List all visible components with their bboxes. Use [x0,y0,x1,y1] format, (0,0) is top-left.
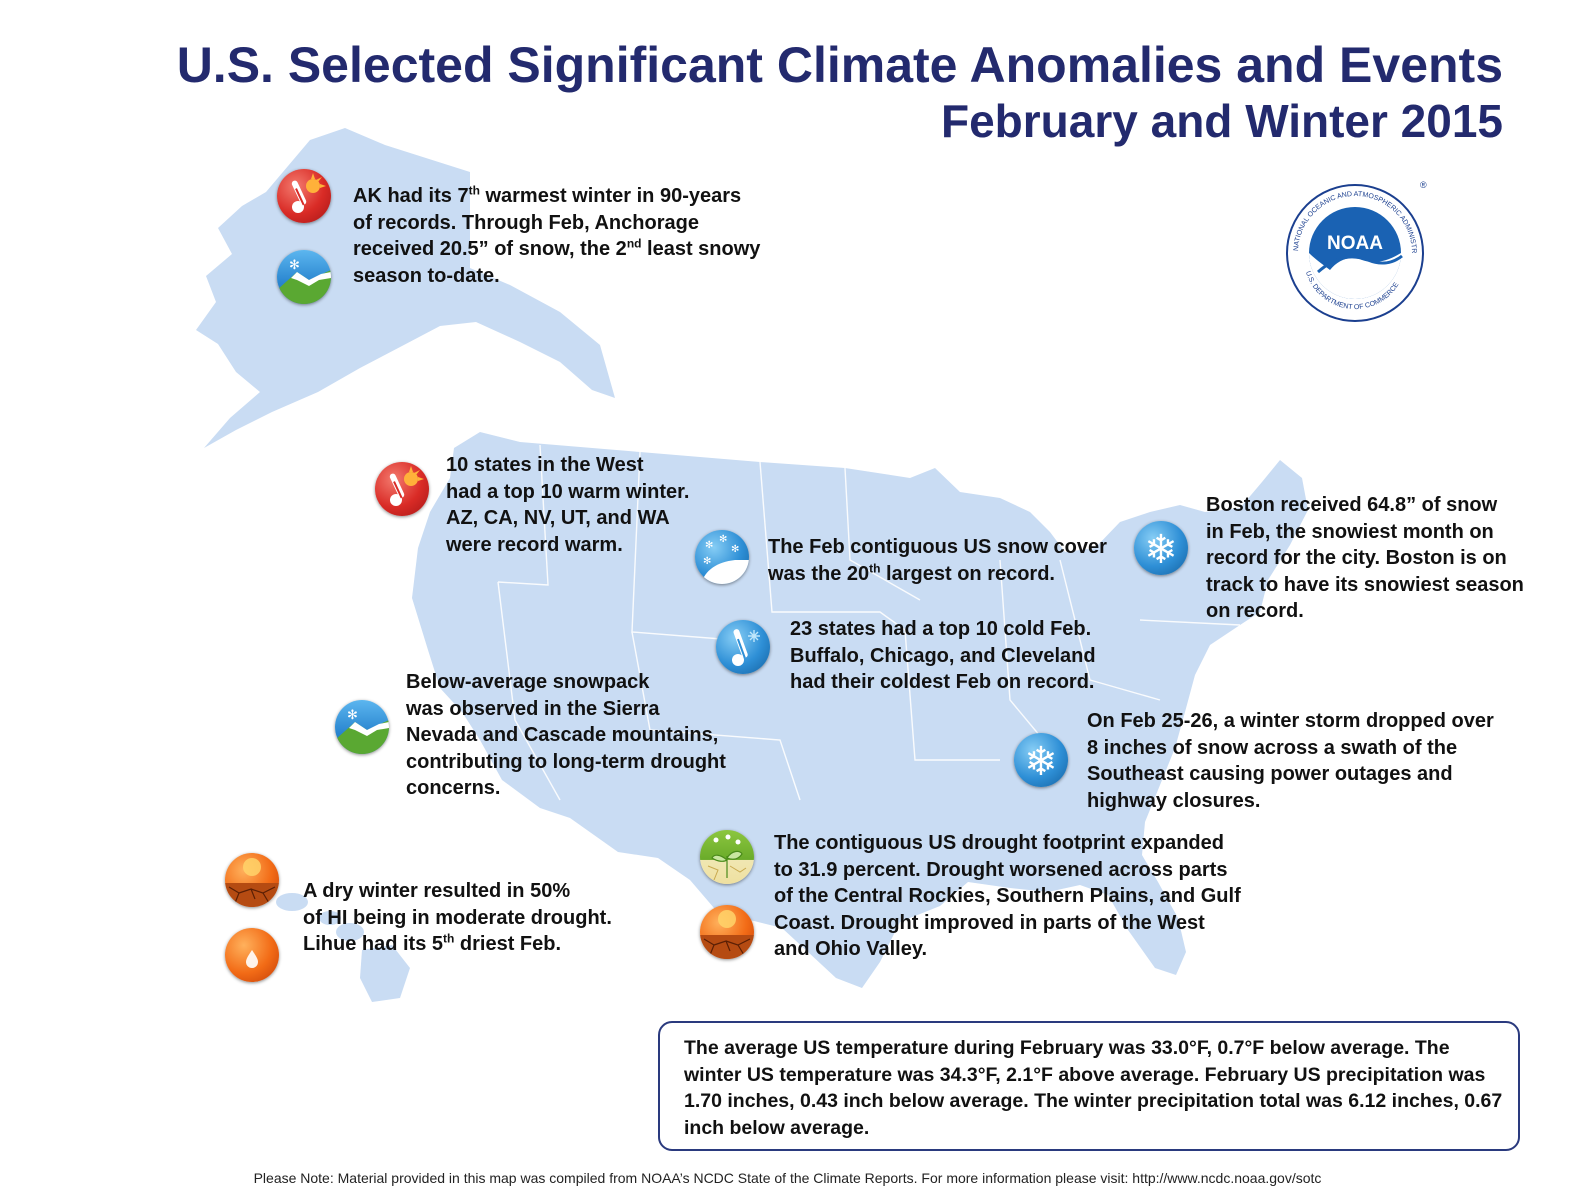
summary-box: The average US temperature during Februa… [658,1021,1520,1151]
note-snowpack: Below-average snowpack was observed in th… [406,671,726,799]
snowpack-icon: ✻ [277,250,331,304]
logo-registered-mark: ® [1420,180,1427,190]
note-snow-cover: The Feb contiguous US snow cover was the … [768,536,1107,585]
snowflake-icon: ❄ [1134,521,1188,575]
noaa-wordmark: NOAA [1327,233,1383,254]
drought-icon [225,853,279,907]
snowpack-icon: ✻ [335,700,389,754]
note-boston: Boston received 64.8” of snow in Feb, the… [1206,494,1524,622]
snowflake-icon: ❄ [1014,733,1068,787]
drought-icon [700,905,754,959]
svg-text:✻: ✻ [719,534,727,545]
thermometer-hot-icon [375,462,429,516]
note-drought: The contiguous US drought footprint expa… [774,832,1241,960]
svg-text:❄: ❄ [1144,527,1178,573]
svg-text:✻: ✻ [731,544,739,555]
note-west-warm: 10 states in the West had a top 10 warm w… [446,454,690,556]
svg-text:✻: ✻ [347,708,358,723]
note-cold-feb: 23 states had a top 10 cold Feb. Buffalo,… [790,618,1096,693]
title-line-2: February and Winter 2015 [941,95,1503,147]
svg-text:✻: ✻ [703,556,711,567]
noaa-logo: NOAA NATIONAL OCEANIC AND ATMOSPHERIC AD… [1275,171,1432,330]
svg-text:✻: ✻ [705,540,713,551]
note-southeast-storm: On Feb 25-26, a winter storm dropped ove… [1087,710,1494,812]
dry-icon [225,928,279,982]
note-alaska: AK had its 7th warmest winter in 90-year… [353,183,761,287]
summary-text: The average US temperature during Februa… [684,1037,1503,1139]
contiguous-us-shape [412,432,1308,988]
svg-text:❄: ❄ [1024,739,1058,785]
title-line-1: U.S. Selected Significant Climate Anomal… [176,37,1503,93]
thermometer-cold-icon [716,620,770,674]
snow-cover-icon: ✻ ✻ ✻ ✻ [695,530,749,584]
thermometer-hot-icon [277,169,331,223]
svg-text:✻: ✻ [289,258,300,273]
note-hawaii: A dry winter resulted in 50% of HI being … [303,880,612,955]
footer-note: Please Note: Material provided in this m… [253,1170,1322,1186]
drought-improve-icon [700,830,754,884]
